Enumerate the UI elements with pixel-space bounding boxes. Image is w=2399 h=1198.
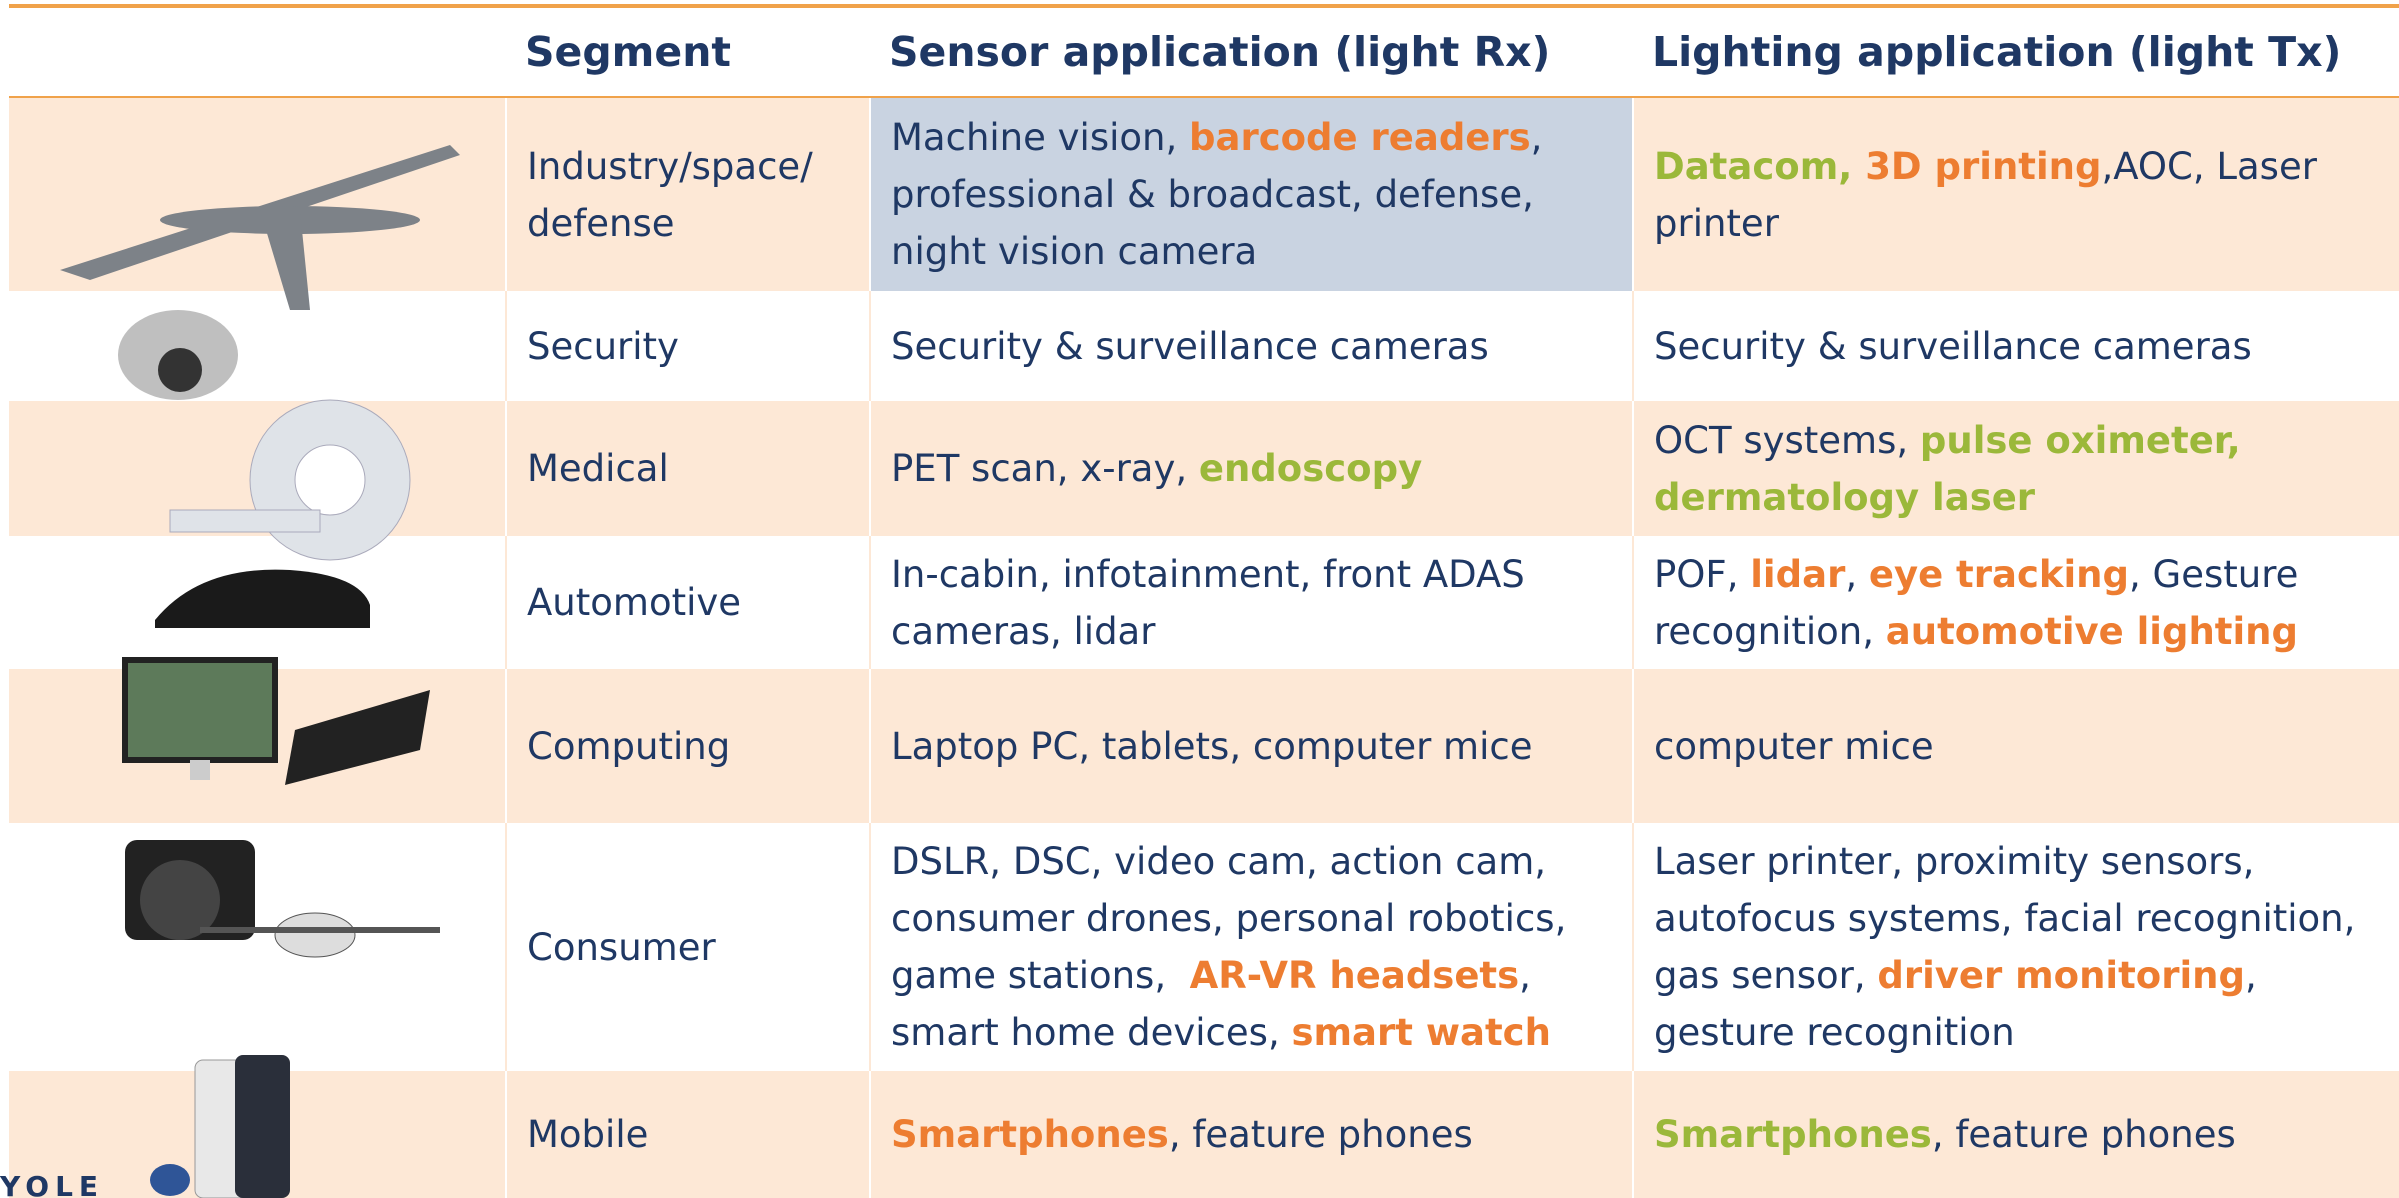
text-run: , feature phones <box>1168 1113 1473 1156</box>
highlight: Datacom, <box>1654 144 1866 188</box>
text-run: , feature phones <box>1931 1113 2236 1156</box>
lighting-cell: Laser printer, proximity sensors, autofo… <box>1632 823 2399 1071</box>
segment-cell: Consumer <box>505 823 869 1071</box>
row-background <box>9 823 2399 1071</box>
text-run: Security & surveillance cameras <box>1654 324 2252 368</box>
drone-image <box>60 145 460 310</box>
text-run: , gesture recognition <box>1654 954 2269 1054</box>
text-run: In-cabin, infotainment, front ADAS camer… <box>891 552 1537 653</box>
highlight: lidar <box>1750 552 1846 596</box>
sensor-cell: Laptop PC, tablets, computer mice <box>869 669 1632 823</box>
header-segment: Segment <box>505 6 869 98</box>
segment-text: Security <box>527 324 679 368</box>
lighting-text: OCT systems, pulse oximeter, dermatology… <box>1654 412 2379 526</box>
text-run: , Gesture recognition, <box>1654 552 2311 653</box>
car-image <box>155 569 370 628</box>
phone-image <box>150 1055 290 1198</box>
segment-cell: Security <box>505 291 869 401</box>
text-run: Security & surveillance cameras <box>891 324 1489 368</box>
sensor-cell: In-cabin, infotainment, front ADAS camer… <box>869 536 1632 669</box>
sensor-cell: DSLR, DSC, video cam, action cam, consum… <box>869 823 1632 1071</box>
header-text: Segment <box>525 27 732 76</box>
highlight: pulse oximeter, dermatology laser <box>1654 418 2254 519</box>
lighting-text: Smartphones, feature phones <box>1654 1106 2379 1163</box>
text-run: POF, <box>1654 552 1751 596</box>
text-run: , professional & broadcast, defense, nig… <box>891 116 1555 273</box>
sensor-cell: Security & surveillance cameras <box>869 291 1632 401</box>
segment-text: Automotive <box>527 581 742 624</box>
lighting-cell: Smartphones, feature phones <box>1632 1071 2399 1198</box>
lighting-cell: Datacom, 3D printing,AOC, Laser printer <box>1632 98 2399 291</box>
header-text: Sensor application (light Rx) <box>889 27 1551 76</box>
dslr-image <box>125 840 255 940</box>
sensor-text: Security & surveillance cameras <box>891 318 1612 375</box>
highlight: barcode readers <box>1189 116 1531 159</box>
sensor-cell: Machine vision, barcode readers, profess… <box>869 98 1632 291</box>
highlight: eye tracking <box>1868 552 2129 596</box>
row-background <box>9 291 2399 401</box>
row-background <box>9 536 2399 669</box>
lighting-text: Security & surveillance cameras <box>1654 318 2379 375</box>
quadcopter-image <box>200 912 440 958</box>
lighting-text: Datacom, 3D printing,AOC, Laser printer <box>1654 138 2379 252</box>
highlight: endoscopy <box>1198 447 1423 490</box>
text-run: Laser printer, proximity sensors, autofo… <box>1654 840 2368 997</box>
highlight: AR-VR headsets <box>1189 954 1520 997</box>
computer-image <box>122 657 430 785</box>
header-lighting: Lighting application (light Tx) <box>1632 6 2399 98</box>
camera-image <box>118 310 238 400</box>
text-run: computer mice <box>1654 724 1934 768</box>
segment-cell: Medical <box>505 401 869 536</box>
sensor-text: Machine vision, barcode readers, profess… <box>891 109 1612 280</box>
segment-cell: Automotive <box>505 536 869 669</box>
segment-text: Consumer <box>527 925 716 969</box>
sensor-text: Laptop PC, tablets, computer mice <box>891 718 1612 775</box>
header-sensor: Sensor application (light Rx) <box>869 6 1632 98</box>
segment-cell: Industry/space/ defense <box>505 98 869 291</box>
highlight: Smartphones <box>1654 1113 1932 1156</box>
highlight: automotive lighting <box>1885 609 2299 653</box>
segment-text: Computing <box>527 724 731 768</box>
segment-images <box>60 145 460 1198</box>
sensor-text: In-cabin, infotainment, front ADAS camer… <box>891 546 1612 660</box>
highlight: driver monitoring <box>1877 954 2245 997</box>
header-text: Lighting application (light Tx) <box>1652 27 2342 76</box>
segment-text: Medical <box>527 447 669 490</box>
highlight: 3D printing <box>1865 144 2102 188</box>
sensor-cell: PET scan, x-ray, endoscopy <box>869 401 1632 536</box>
lighting-text: Laser printer, proximity sensors, autofo… <box>1654 833 2379 1061</box>
top-rule <box>9 4 2399 8</box>
row-background <box>9 1071 2399 1198</box>
sensor-cell: Smartphones, feature phones <box>869 1071 1632 1198</box>
text-run: , <box>1845 552 1869 596</box>
text-run: DSLR, DSC, video cam, action cam, consum… <box>891 840 1579 997</box>
text-run: PET scan, x-ray, <box>891 447 1199 490</box>
lighting-cell: computer mice <box>1632 669 2399 823</box>
sensor-text: Smartphones, feature phones <box>891 1106 1612 1163</box>
sensor-text: PET scan, x-ray, endoscopy <box>891 440 1612 497</box>
text-run: ,AOC, Laser printer <box>1654 144 2329 245</box>
lighting-cell: POF, lidar, eye tracking, Gesture recogn… <box>1632 536 2399 669</box>
sensor-text: DSLR, DSC, video cam, action cam, consum… <box>891 833 1612 1061</box>
text-run: Machine vision, <box>891 116 1189 159</box>
segment-text: Mobile <box>527 1113 649 1156</box>
highlight: Smartphones <box>891 1113 1169 1156</box>
lighting-text: POF, lidar, eye tracking, Gesture recogn… <box>1654 546 2379 660</box>
lighting-cell: Security & surveillance cameras <box>1632 291 2399 401</box>
segment-cell: Computing <box>505 669 869 823</box>
lighting-text: computer mice <box>1654 718 2379 775</box>
scanner-image <box>169 399 411 561</box>
highlight: smart watch <box>1291 1011 1551 1054</box>
logo: YOLE <box>0 1170 105 1198</box>
text-run: OCT systems, <box>1654 418 1920 462</box>
lighting-cell: OCT systems, pulse oximeter, dermatology… <box>1632 401 2399 536</box>
segment-text: Industry/space/ defense <box>527 144 813 245</box>
text-run: Laptop PC, tablets, computer mice <box>891 724 1533 768</box>
text-run: , smart home devices, <box>891 954 1543 1054</box>
segment-cell: Mobile <box>505 1071 869 1198</box>
